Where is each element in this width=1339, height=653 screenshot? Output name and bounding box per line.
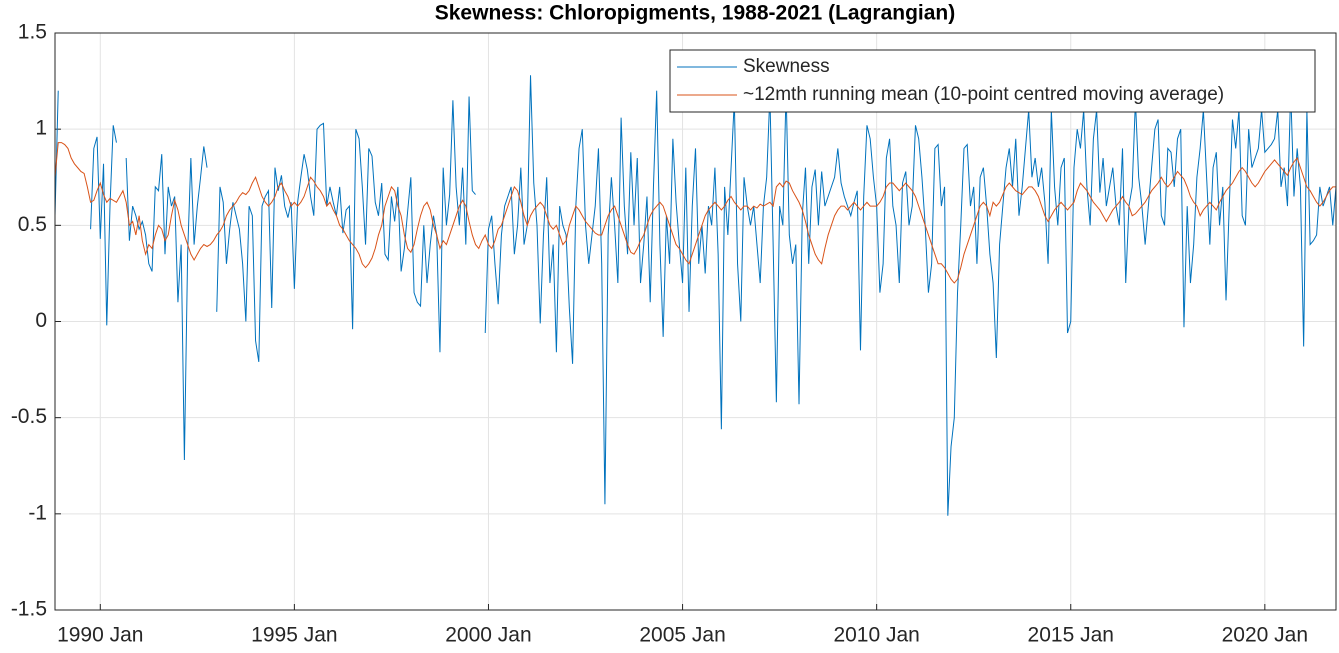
chart-title: Skewness: Chloropigments, 1988-2021 (Lag… [435, 2, 956, 25]
legend-box [669, 49, 1316, 113]
x-tick-label: 2020 Jan [1222, 624, 1308, 647]
x-tick-label: 1990 Jan [57, 624, 143, 647]
data-line [55, 75, 1336, 516]
y-tick-label: -1.5 [11, 598, 47, 621]
legend-label: Skewness [743, 56, 830, 77]
x-tick-label: 2015 Jan [1028, 624, 1114, 647]
y-tick-label: -0.5 [11, 405, 47, 428]
axes-box [54, 32, 1337, 611]
y-tick-label: 0 [35, 309, 47, 332]
x-tick-label: 2010 Jan [833, 624, 919, 647]
y-tick-label: -1 [28, 501, 47, 524]
y-tick-label: 1.5 [18, 21, 47, 44]
x-tick-label: 1995 Jan [251, 624, 337, 647]
data-line [55, 142, 1336, 284]
legend-label: ~12mth running mean (10-point centred mo… [743, 84, 1224, 105]
y-tick-label: 0.5 [18, 213, 47, 236]
x-tick-label: 2005 Jan [639, 624, 725, 647]
legend: Skewness ~12mth running mean (10-point ce… [669, 49, 1316, 113]
y-tick-label: 1 [35, 117, 47, 140]
x-tick-label: 2000 Jan [445, 624, 531, 647]
